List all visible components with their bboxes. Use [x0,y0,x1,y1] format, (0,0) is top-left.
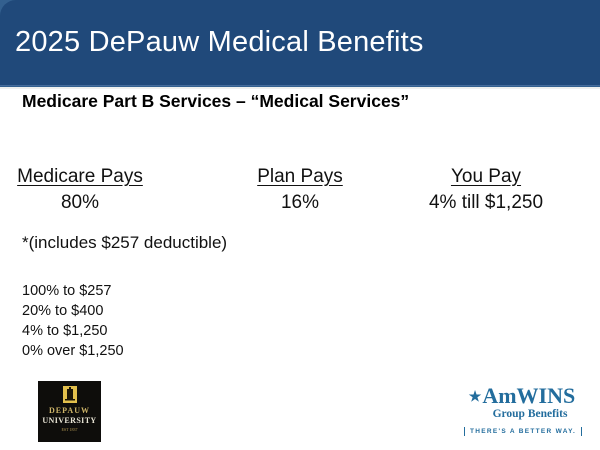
column-value: 16% [280,192,320,213]
depauw-est-text: EST 1837 [61,427,78,433]
header-corner-accent: 2025 DePauw Medical Benefits [0,0,600,89]
column-header: You Pay [450,166,522,187]
column-value: 80% [60,192,100,213]
column-medicare-pays: Medicare Pays 80% [5,166,155,214]
section-heading: Medicare Part B Services – “Medical Serv… [22,91,410,111]
slide-title: 2025 DePauw Medical Benefits [15,26,424,58]
amwins-group-benefits: Group Benefits [492,408,568,420]
deductible-note: *(includes $257 deductible) [22,233,228,252]
depauw-emblem-icon [62,386,77,403]
amwins-name-text: AmWINS [482,383,576,408]
tier-item: 20% to $400 [22,303,104,319]
depauw-university-logo: DEPAUW UNIVERSITY EST 1837 [38,381,101,442]
tier-item: 4% to $1,250 [22,323,108,339]
column-plan-pays: Plan Pays 16% [225,166,375,214]
amwins-tagline: THERE'S A BETTER WAY. [464,427,583,436]
star-icon: ★ [468,390,482,405]
slide-header: 2025 DePauw Medical Benefits [0,0,600,86]
tier-item: 100% to $257 [22,283,112,299]
tier-item: 0% over $1,250 [22,343,124,359]
depauw-wordmark-university: UNIVERSITY [42,415,97,425]
depauw-wordmark: DEPAUW [49,406,90,415]
column-header: Medicare Pays [17,166,143,187]
tier-list: 100% to $257 20% to $400 4% to $1,250 0%… [22,281,124,361]
column-you-pay: You Pay 4% till $1,250 [411,166,561,214]
amwins-logo: ★AmWINS Group Benefits THERE'S A BETTER … [464,385,583,438]
column-value: 4% till $1,250 [428,192,544,213]
amwins-wordmark: ★AmWINS [464,385,580,407]
column-header: Plan Pays [257,166,343,187]
